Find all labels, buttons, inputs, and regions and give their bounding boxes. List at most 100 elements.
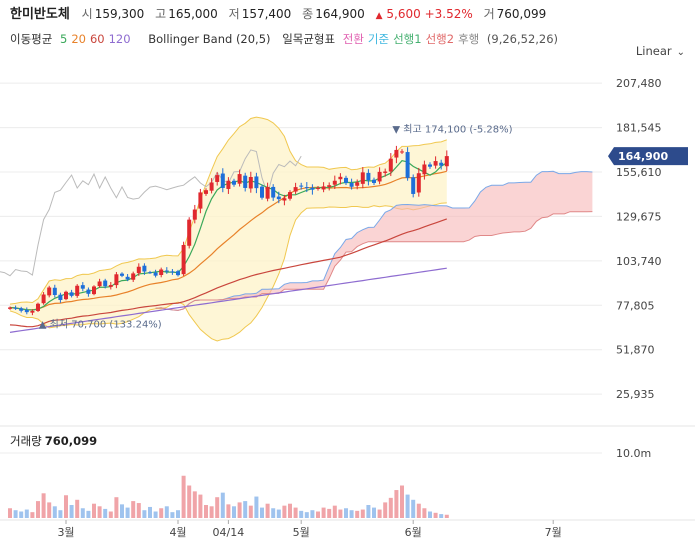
volume-bar	[265, 503, 270, 518]
candle-body	[192, 209, 197, 220]
candle-body	[8, 307, 12, 309]
ma120-line	[9, 267, 447, 333]
candle-body	[260, 186, 264, 198]
bollinger-band-fill	[10, 117, 447, 341]
volume-bar	[8, 508, 12, 518]
ma-periods: 5 20 60 120	[60, 32, 135, 46]
ma-period-120: 120	[108, 32, 131, 46]
candle-body	[271, 186, 276, 198]
volume-bar	[321, 507, 326, 518]
candle-body	[148, 272, 152, 274]
high-marker-label: ▼ 최고 174,100 (-5.28%)	[392, 123, 512, 135]
volume-bar	[232, 506, 236, 518]
open-value: 159,300	[94, 7, 145, 21]
volume-bar	[114, 497, 119, 518]
scale-label: Linear	[635, 44, 672, 58]
date-tick-label: 6월	[405, 526, 422, 539]
price-tick-label: 103,740	[616, 255, 662, 268]
candle-body	[19, 308, 24, 311]
candle-body	[120, 273, 124, 276]
ma-legend-label[interactable]: 이동평균	[10, 32, 53, 46]
ichimoku-item-2: 선행1	[393, 32, 422, 46]
volume-bar	[41, 493, 46, 518]
volume-title: 거래량 760,099	[10, 433, 97, 449]
volume-bar	[125, 507, 130, 518]
candle-body	[248, 176, 253, 189]
volume-bar	[13, 510, 18, 518]
candle-body	[103, 280, 108, 287]
candle-body	[24, 310, 29, 313]
candle-body	[52, 287, 57, 296]
ichimoku-cloud	[155, 171, 593, 311]
volume-bar	[108, 511, 113, 518]
price-tick-label: 181,545	[616, 122, 662, 135]
candle-body	[355, 182, 360, 186]
candle-body	[282, 198, 287, 201]
volume-bar	[366, 505, 371, 518]
volume-bar	[220, 492, 225, 518]
volume-bar	[422, 508, 427, 518]
close-label: 종	[302, 7, 314, 21]
volume-bar	[349, 510, 354, 518]
volume-bar	[198, 494, 203, 518]
candle-body	[153, 272, 158, 276]
candle-body	[86, 289, 91, 294]
candles	[8, 145, 449, 316]
ichimoku-legend-label[interactable]: 일목균형표	[282, 32, 336, 46]
volume-bar	[142, 510, 147, 518]
candle-body	[372, 179, 376, 183]
candle-body	[422, 164, 427, 175]
ichimoku-item-3: 선행2	[425, 32, 455, 46]
volume-bar	[159, 508, 164, 518]
volume-bar	[209, 506, 214, 518]
candle-body	[327, 185, 332, 187]
open-label: 시	[81, 7, 93, 21]
change-arrow-icon: ▲	[375, 11, 383, 21]
candle-body	[433, 161, 438, 166]
bollinger-legend[interactable]: Bollinger Band (20,5)	[148, 32, 271, 46]
stock-name: 한미반도체	[10, 7, 70, 22]
current-price-tag	[608, 147, 688, 166]
candle-body	[142, 265, 147, 272]
volume-bar	[444, 514, 449, 518]
volume-bars	[8, 475, 449, 518]
volume-bar	[327, 508, 332, 518]
candle-body	[13, 307, 18, 309]
volume-bar	[243, 501, 248, 518]
change-value: 5,600	[386, 7, 421, 21]
candle-body	[304, 187, 309, 189]
volume-bar	[355, 510, 360, 518]
candle-body	[288, 192, 292, 199]
volume-bar	[47, 502, 52, 518]
volume-bar	[316, 511, 320, 518]
scale-toggle-button[interactable]: Linear ⌄	[636, 44, 685, 58]
volume-value: 760,099	[496, 7, 547, 21]
candle-body	[316, 187, 320, 189]
candle-body	[58, 294, 63, 300]
ichimoku-item-4: 후행	[458, 32, 480, 46]
volume-bar	[439, 514, 444, 518]
candle-body	[416, 173, 421, 193]
volume-bar	[372, 507, 376, 518]
volume-bar	[260, 507, 264, 518]
candle-body	[41, 294, 46, 304]
ma20-line	[9, 170, 447, 311]
volume-bar	[304, 512, 309, 518]
stock-header: 한미반도체 시 159,300 고 165,000 저 157,400 종 164,90…	[10, 4, 553, 24]
volume-bar	[276, 509, 281, 518]
volume-bar	[52, 506, 57, 518]
volume-bar	[181, 475, 186, 518]
candle-body	[220, 173, 225, 188]
candle-body	[69, 292, 74, 296]
candle-body	[293, 187, 298, 192]
volume-bar	[433, 512, 438, 518]
volume-bar	[192, 491, 197, 518]
volume-bar	[344, 508, 348, 518]
volume-bar	[97, 506, 102, 518]
candle-body	[131, 273, 136, 280]
bollinger-lower-line	[9, 202, 447, 342]
candle-body	[265, 186, 270, 199]
volume-bar	[237, 502, 242, 518]
date-axis: 3월 4월 04/14 5월 6월 7월	[57, 520, 562, 539]
